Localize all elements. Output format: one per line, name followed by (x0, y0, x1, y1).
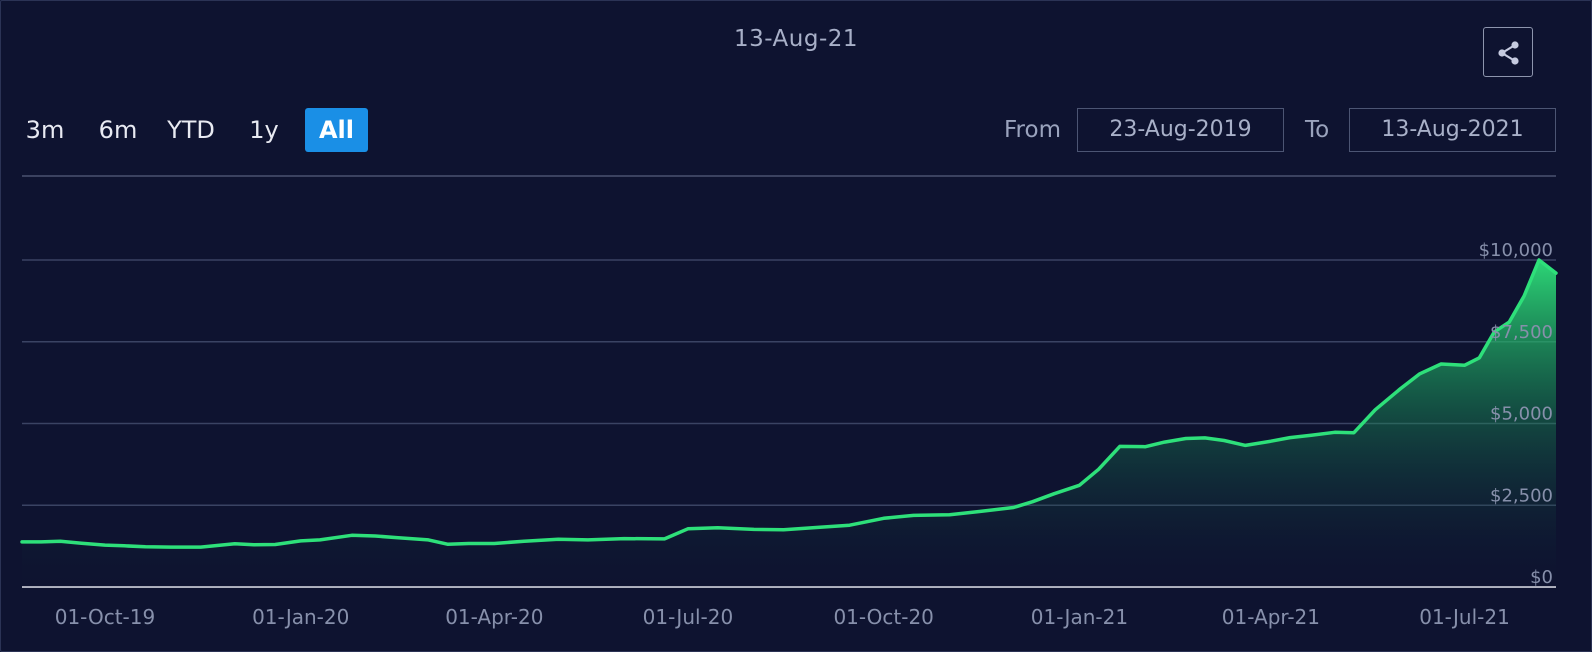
y-tick-label: $10,000 (1479, 240, 1553, 261)
y-tick-label: $2,500 (1490, 485, 1553, 506)
y-tick-label: $7,500 (1490, 322, 1553, 343)
x-tick-label: 01-Jan-20 (252, 605, 349, 629)
x-tick-label: 01-Apr-20 (445, 605, 543, 629)
x-tick-label: 01-Jul-21 (1419, 605, 1510, 629)
share-button[interactable] (1483, 27, 1533, 77)
series-area (20, 258, 1558, 587)
y-tick-label: $0 (1530, 567, 1553, 588)
range-button-6m[interactable]: 6m (98, 116, 138, 144)
x-tick-label: 01-Oct-19 (55, 605, 155, 629)
x-axis-ticks: 01-Oct-19 01-Jan-20 01-Apr-20 01-Jul-20 01-O… (55, 605, 1510, 629)
series-area-fill (22, 260, 1556, 587)
to-date-input[interactable]: 13-Aug-2021 (1349, 108, 1556, 152)
x-tick-label: 01-Jul-20 (643, 605, 734, 629)
to-label: To (1305, 117, 1330, 143)
from-label: From (1004, 117, 1061, 143)
y-tick-label: $5,000 (1490, 404, 1553, 425)
range-button-1y[interactable]: 1y (249, 116, 279, 144)
x-tick-label: 01-Oct-20 (833, 605, 933, 629)
range-button-all[interactable]: All (305, 108, 368, 152)
x-tick-label: 01-Apr-21 (1222, 605, 1320, 629)
from-date-input[interactable]: 23-Aug-2019 (1077, 108, 1284, 152)
hovered-date-title: 13-Aug-21 (733, 26, 859, 52)
range-button-3m[interactable]: 3m (25, 116, 65, 144)
x-tick-label: 01-Jan-21 (1031, 605, 1128, 629)
share-icon (1498, 41, 1519, 65)
range-button-ytd[interactable]: YTD (167, 116, 215, 144)
y-axis-ticks: $0 $2,500 $5,000 $7,500 $10,000 (1479, 240, 1553, 588)
series-line (20, 258, 1558, 549)
